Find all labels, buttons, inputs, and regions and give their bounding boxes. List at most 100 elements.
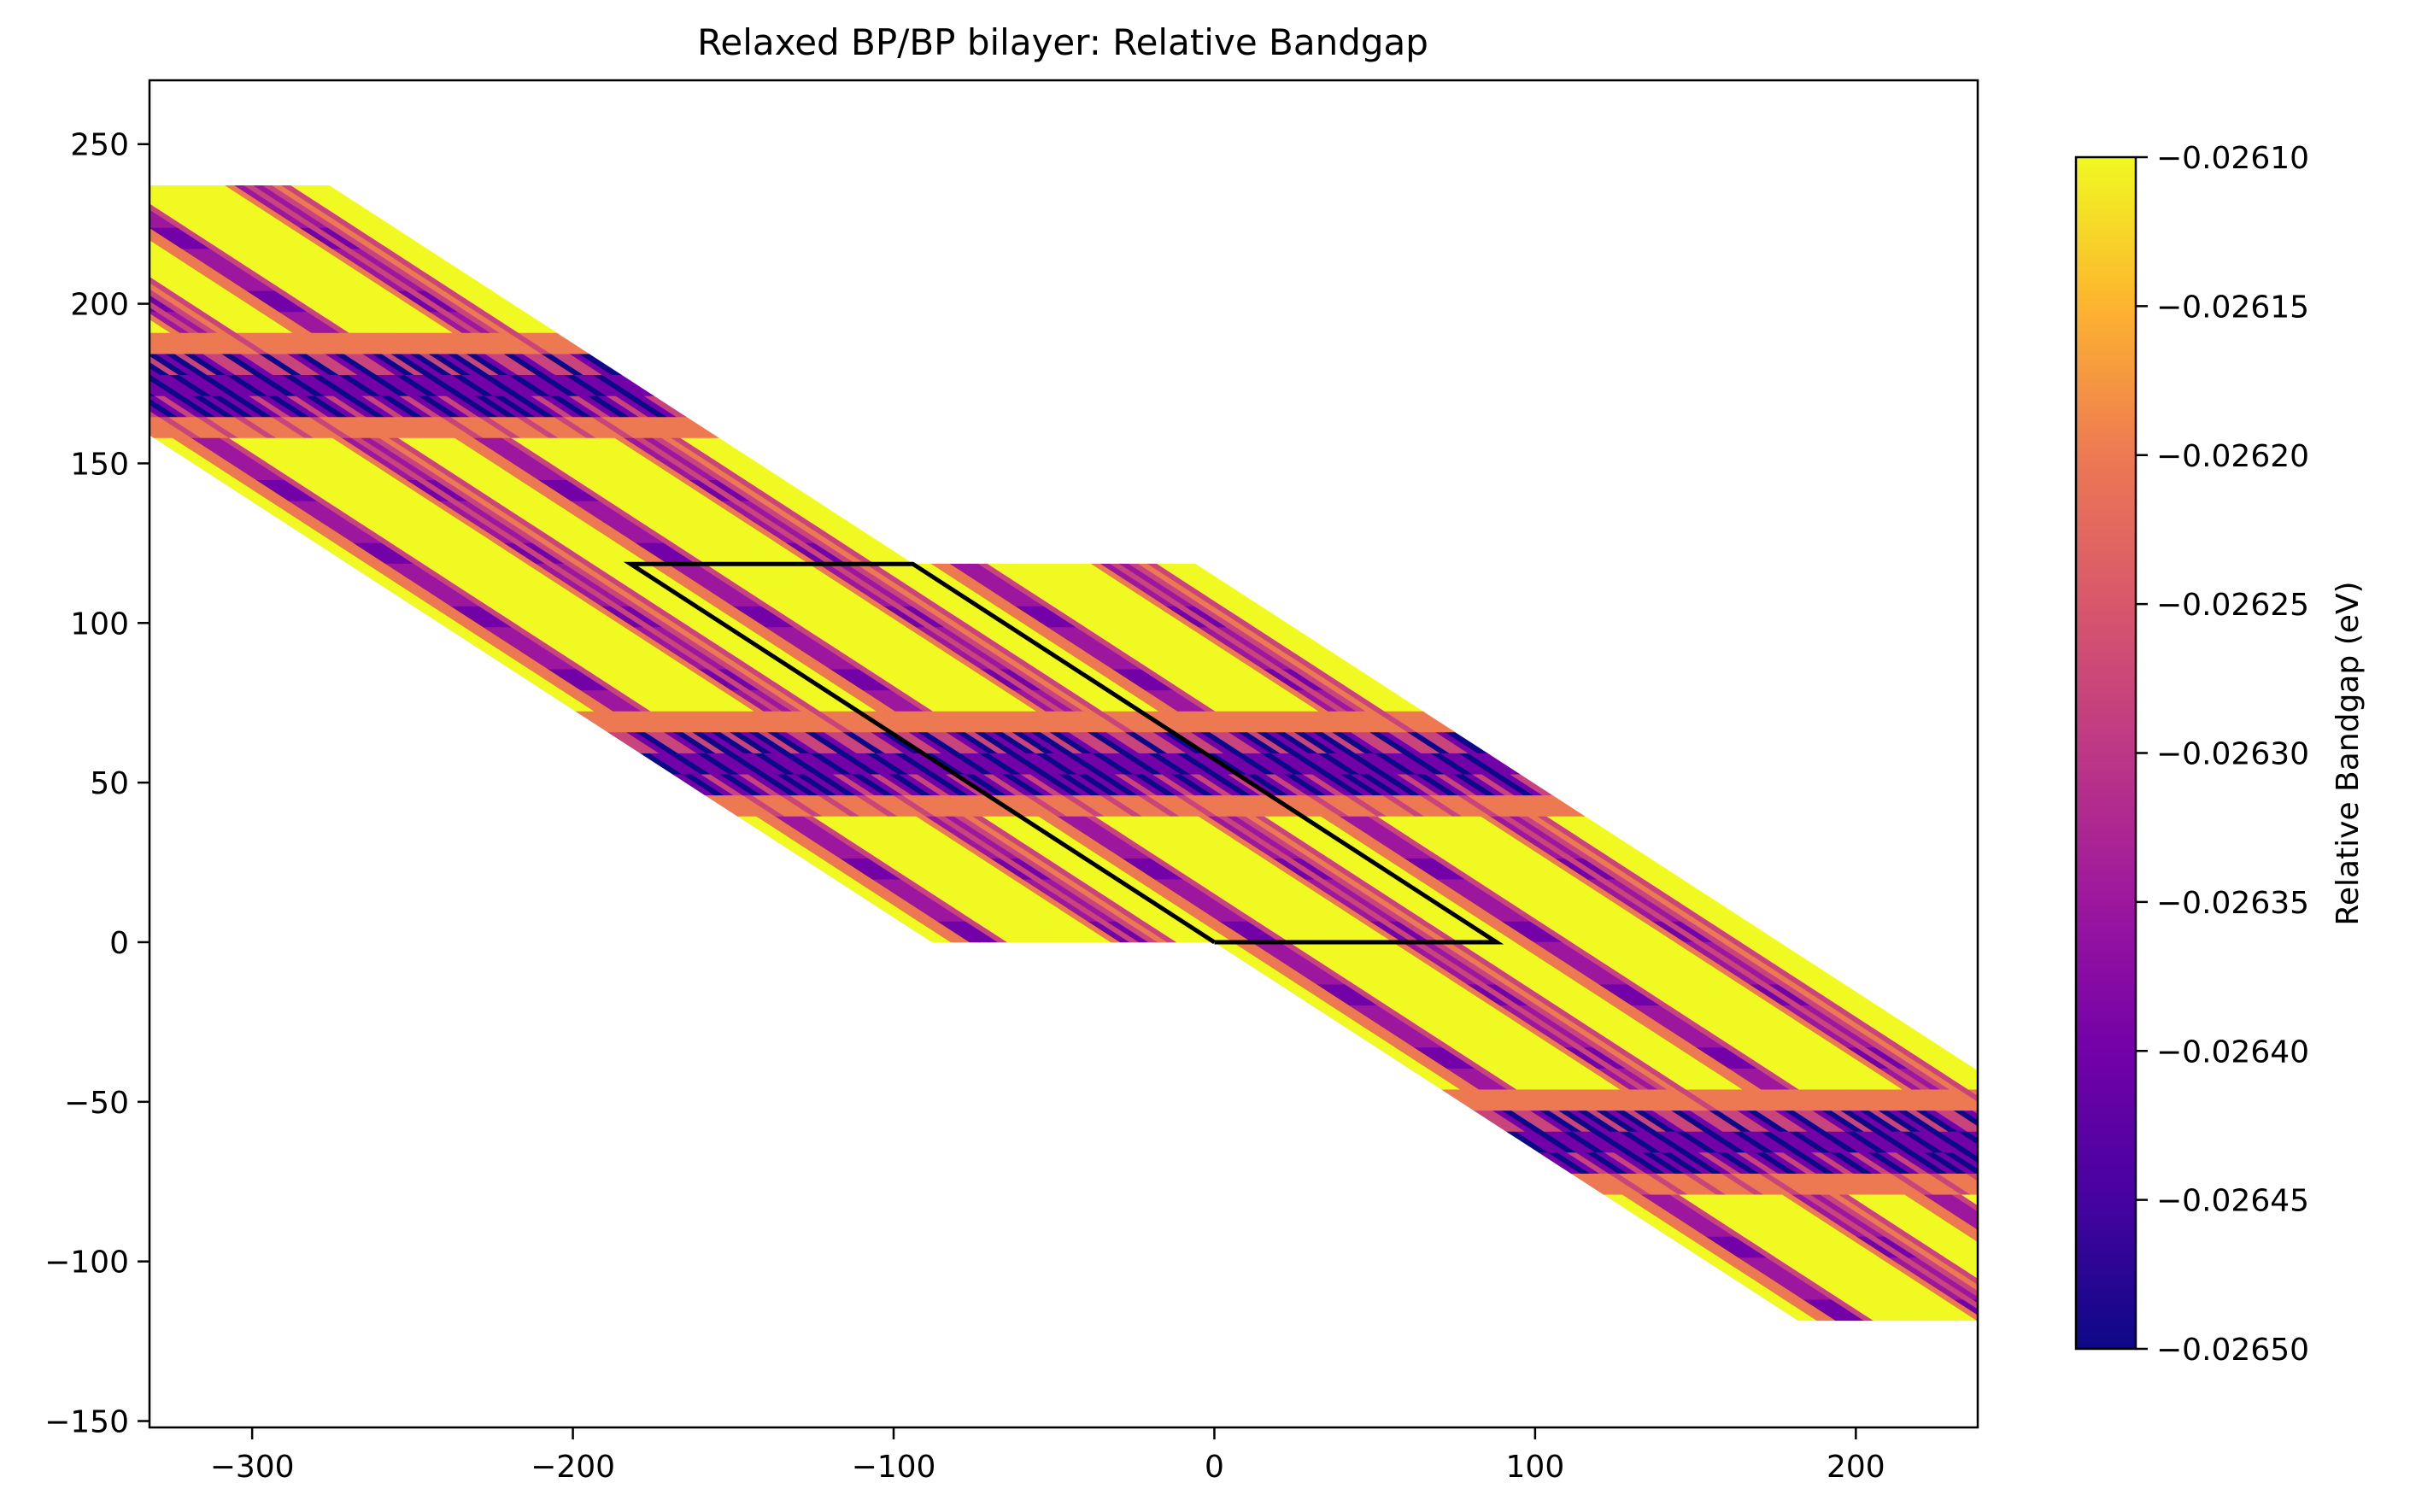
heatmap-cell (2149, 1236, 2190, 1257)
heatmap-cell (2020, 1299, 2061, 1321)
heatmap-cell (56, 375, 98, 396)
heatmap-cell (43, 354, 85, 375)
heatmap-cell (76, 333, 118, 355)
heatmap-cell (1, 333, 43, 355)
heatmap-cell (2242, 1279, 2284, 1300)
heatmap-cell (2181, 1257, 2223, 1279)
x-tick-label: 200 (1827, 1450, 1885, 1485)
heatmap-cell (1985, 1174, 2027, 1195)
heatmap-cell (84, 228, 126, 249)
heatmap-cell (94, 185, 136, 207)
heatmap-cell (11, 290, 53, 312)
heatmap-cell (2170, 1299, 2212, 1321)
heatmap-cell (2, 290, 44, 312)
heatmap-cell (2228, 1257, 2270, 1279)
heatmap-cell (9, 185, 51, 207)
heatmap-cell (2293, 1299, 2335, 1321)
heatmap-cell (2177, 1236, 2219, 1257)
heatmap-cell (2001, 1111, 2043, 1132)
heatmap-cell (1999, 1194, 2041, 1216)
heatmap-cell (1972, 1298, 1978, 1304)
heatmap-cell (0, 185, 42, 207)
heatmap-cell (2204, 1279, 2246, 1300)
heatmap-cell (2186, 1236, 2228, 1257)
heatmap-cell (150, 373, 152, 376)
heatmap-cell (1982, 1111, 2024, 1132)
heatmap-cell (0, 290, 6, 312)
x-tick-label: −200 (531, 1450, 615, 1485)
heatmap-cell (1975, 1131, 1978, 1133)
heatmap-cell (0, 270, 39, 291)
heatmap-cell (0, 207, 18, 228)
axes-frame (148, 79, 1979, 1429)
heatmap-cell (2001, 1299, 2043, 1321)
heatmap-cell (2312, 1299, 2354, 1321)
heatmap-cell (75, 375, 117, 396)
heatmap-cell (2236, 1299, 2278, 1321)
heatmap-cell (2029, 1111, 2071, 1132)
heatmap-cell (2217, 1299, 2259, 1321)
heatmap-cell (1987, 1089, 2029, 1111)
heatmap-cell (61, 207, 103, 228)
heatmap-cell (2198, 1299, 2240, 1321)
heatmap-cell (1997, 1236, 2039, 1257)
heatmap-cell (1986, 1131, 2028, 1152)
heatmap-cell (2010, 1111, 2052, 1132)
heatmap-cell (2139, 1236, 2181, 1257)
heatmap-cell (79, 249, 120, 270)
heatmap-cell (70, 207, 112, 228)
heatmap-cell (0, 207, 27, 228)
heatmap-cell (2132, 1299, 2174, 1321)
heatmap-cell (1992, 1257, 2034, 1279)
colorbar-label: Relative Bandgap (eV) (2331, 581, 2366, 925)
heatmap-cell (2205, 1236, 2247, 1257)
supercell-tile (85, 185, 914, 565)
heatmap-cell (2161, 1299, 2202, 1321)
heatmap-cell (6, 312, 48, 333)
heatmap-cell (50, 249, 92, 270)
heatmap-cell (32, 207, 74, 228)
heatmap-cell (88, 249, 130, 270)
colorbar-tick-label: −0.02610 (2156, 141, 2309, 176)
heatmap-cell (1967, 1278, 1978, 1285)
heatmap-cell (0, 185, 14, 207)
heatmap-cell (1971, 1110, 1978, 1115)
y-tick-label: 250 (70, 128, 129, 163)
supercell-tile (912, 563, 1780, 943)
heatmap-cell (1996, 1131, 2038, 1152)
x-axis: −300 −200 −100 0 100 200 (210, 1427, 1885, 1485)
heatmap-cell (2274, 1299, 2316, 1321)
heatmap-cell (2024, 1131, 2066, 1152)
heatmap-cell (0, 270, 21, 291)
heatmap-cell (0, 207, 37, 228)
heatmap-cell (1997, 1089, 2038, 1111)
y-tick-label: −150 (44, 1405, 129, 1440)
heatmap-cell (2015, 1279, 2057, 1300)
heatmap-plot-area (0, 185, 2354, 1322)
heatmap-cell (1981, 1152, 2023, 1174)
heatmap-cell (2010, 1299, 2052, 1321)
heatmap-cell (85, 333, 127, 355)
heatmap-cell (2007, 1236, 2049, 1257)
heatmap-cell (0, 312, 38, 333)
heatmap-cell (2232, 1279, 2274, 1300)
heatmap-cell (1976, 1088, 1978, 1090)
heatmap-cell (104, 333, 146, 355)
supercell-tile (630, 563, 1498, 943)
heatmap-cell (69, 249, 111, 270)
heatmap-cell (2270, 1279, 2312, 1300)
heatmap-cell (0, 290, 25, 312)
heatmap-cell (9, 228, 50, 249)
heatmap-cell (2013, 1216, 2055, 1237)
heatmap-cell (29, 333, 71, 355)
heatmap-cell (85, 185, 126, 207)
heatmap-cell (150, 245, 155, 249)
heatmap-cell (2279, 1279, 2321, 1300)
heatmap-cell (1969, 1193, 1978, 1200)
heatmap-cell (57, 333, 99, 355)
heatmap-cell (0, 312, 1, 333)
heatmap-cell (2032, 1216, 2073, 1237)
heatmap-cell (51, 207, 93, 228)
y-tick-label: 100 (70, 607, 129, 642)
heatmap-cell (1993, 1216, 2035, 1237)
